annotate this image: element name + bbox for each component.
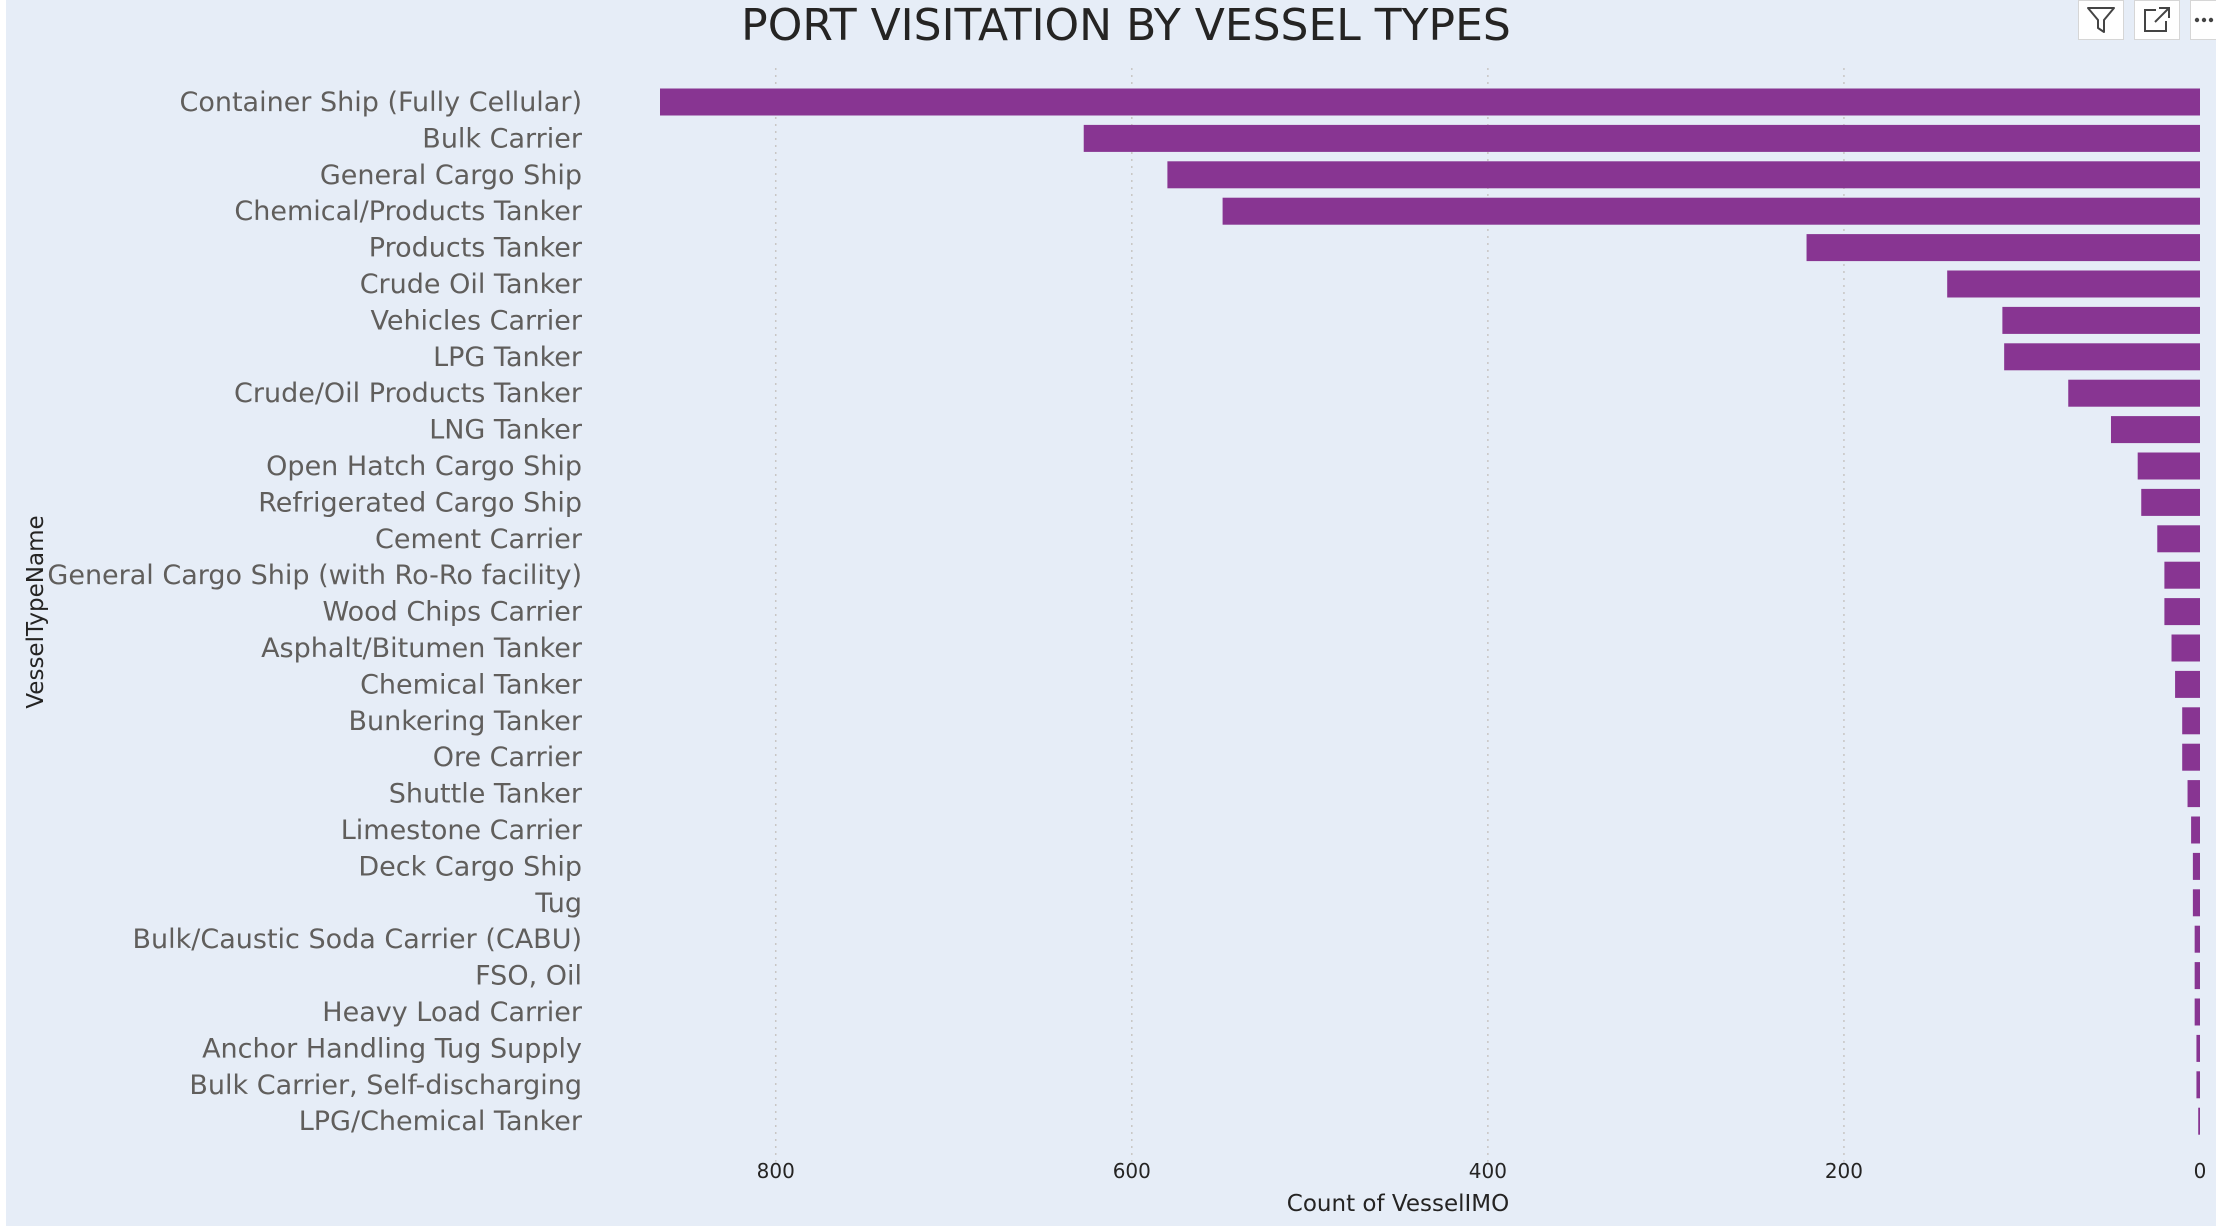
bar[interactable] — [2171, 634, 2200, 662]
category-label: Deck Cargo Ship — [358, 851, 582, 882]
category-label: General Cargo Ship (with Ro-Ro facility) — [47, 560, 582, 591]
bar[interactable] — [1167, 161, 2200, 189]
category-label: Asphalt/Bitumen Tanker — [261, 633, 583, 664]
category-label: Refrigerated Cargo Ship — [258, 487, 582, 518]
focus-mode-icon — [2144, 7, 2170, 32]
bar[interactable] — [2182, 707, 2200, 735]
bar[interactable] — [2191, 816, 2200, 844]
bar[interactable] — [2192, 852, 2200, 880]
category-label: General Cargo Ship — [320, 160, 582, 191]
bar[interactable] — [2198, 1107, 2200, 1135]
x-tick-label: 200 — [1825, 1159, 1863, 1183]
chart-title: PORT VISITATION BY VESSEL TYPES — [741, 0, 1511, 51]
chart-visual: PORT VISITATION BY VESSEL TYPES Containe… — [6, 0, 2216, 1226]
category-label: Tug — [534, 888, 582, 919]
bar[interactable] — [1222, 197, 2200, 225]
category-label: LPG/Chemical Tanker — [299, 1106, 583, 1137]
bar[interactable] — [2110, 416, 2200, 444]
bar[interactable] — [2194, 925, 2200, 953]
bar[interactable] — [2187, 780, 2200, 808]
category-label: Vehicles Carrier — [370, 305, 582, 336]
category-label: Chemical Tanker — [360, 669, 583, 700]
category-label: Bulk Carrier — [422, 123, 583, 154]
bar[interactable] — [2196, 1071, 2200, 1099]
bar[interactable] — [2002, 306, 2200, 334]
bar[interactable] — [2164, 561, 2200, 589]
bars — [660, 88, 2200, 1135]
category-label: LNG Tanker — [429, 415, 583, 446]
gridlines — [774, 68, 1845, 1162]
x-axis-ticks: 800 600 400 200 0 — [757, 1159, 2207, 1183]
bar[interactable] — [1083, 124, 2200, 152]
more-options-icon — [2194, 17, 2213, 23]
category-label: LPG Tanker — [433, 342, 583, 373]
category-label: Bunkering Tanker — [348, 706, 582, 737]
x-tick-label: 800 — [757, 1159, 795, 1183]
y-axis-title: VesselTypeName — [23, 515, 49, 708]
bar[interactable] — [2164, 598, 2200, 626]
category-label: Bulk/Caustic Soda Carrier (CABU) — [133, 924, 582, 955]
category-label: Container Ship (Fully Cellular) — [179, 87, 582, 118]
bar[interactable] — [2141, 488, 2200, 516]
x-tick-label: 0 — [2194, 1159, 2207, 1183]
bar[interactable] — [2194, 962, 2200, 990]
category-label: FSO, Oil — [475, 961, 582, 992]
bar[interactable] — [2068, 379, 2200, 407]
bar[interactable] — [2004, 343, 2200, 371]
bar[interactable] — [2157, 525, 2200, 553]
bar[interactable] — [2192, 889, 2200, 917]
bar[interactable] — [2137, 452, 2200, 480]
category-label: Shuttle Tanker — [389, 779, 583, 810]
category-labels: Container Ship (Fully Cellular) Bulk Carr… — [47, 87, 582, 1137]
more-options-button[interactable] — [2190, 0, 2216, 40]
x-tick-label: 400 — [1469, 1159, 1507, 1183]
filter-button[interactable] — [2078, 0, 2124, 40]
category-label: Ore Carrier — [433, 742, 583, 773]
bar[interactable] — [1806, 234, 2200, 262]
category-label: Crude Oil Tanker — [360, 269, 583, 300]
focus-mode-button[interactable] — [2134, 0, 2180, 40]
category-label: Heavy Load Carrier — [322, 997, 583, 1028]
x-axis-title: Count of VesselIMO — [1287, 1191, 1509, 1217]
bar[interactable] — [1947, 270, 2200, 298]
category-label: Open Hatch Cargo Ship — [266, 451, 582, 482]
filter-icon — [2087, 7, 2115, 33]
x-tick-label: 600 — [1113, 1159, 1151, 1183]
bar[interactable] — [2182, 743, 2200, 771]
bar[interactable] — [2194, 998, 2200, 1026]
category-label: Cement Carrier — [375, 524, 583, 555]
category-label: Anchor Handling Tug Supply — [202, 1033, 582, 1064]
bar[interactable] — [2175, 670, 2200, 698]
category-label: Chemical/Products Tanker — [234, 196, 582, 227]
category-label: Bulk Carrier, Self-discharging — [189, 1070, 582, 1101]
category-label: Products Tanker — [369, 233, 583, 264]
category-label: Wood Chips Carrier — [323, 597, 583, 628]
bar-chart: PORT VISITATION BY VESSEL TYPES Containe… — [23, 0, 2207, 1217]
category-label: Limestone Carrier — [341, 815, 583, 846]
category-label: Crude/Oil Products Tanker — [234, 378, 583, 409]
bar[interactable] — [660, 88, 2200, 116]
bar[interactable] — [2196, 1034, 2200, 1062]
